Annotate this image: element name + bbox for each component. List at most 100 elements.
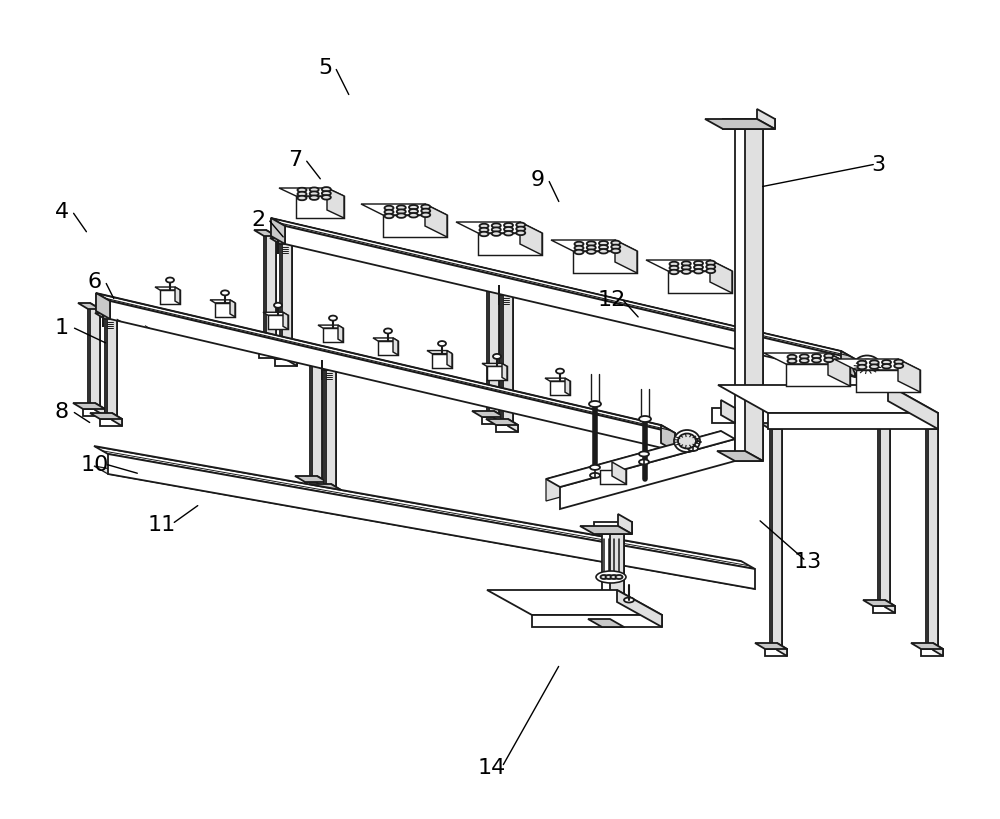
Polygon shape [155,287,180,291]
Ellipse shape [438,342,446,346]
Polygon shape [305,482,327,490]
Polygon shape [447,351,452,368]
Ellipse shape [688,446,698,451]
Text: 4: 4 [55,201,69,222]
Polygon shape [393,338,398,355]
Polygon shape [175,287,180,305]
Polygon shape [933,643,943,656]
Ellipse shape [682,266,691,270]
Ellipse shape [504,232,513,236]
Ellipse shape [788,355,796,360]
Polygon shape [661,426,675,451]
Ellipse shape [706,261,715,266]
Polygon shape [108,455,755,590]
Ellipse shape [589,401,601,408]
Polygon shape [888,386,938,429]
Polygon shape [210,301,235,304]
Ellipse shape [587,242,596,247]
Polygon shape [94,467,755,590]
Polygon shape [427,351,452,354]
Ellipse shape [800,359,809,364]
Ellipse shape [624,598,634,603]
Polygon shape [338,326,343,342]
Ellipse shape [599,250,608,254]
Polygon shape [265,354,297,360]
Polygon shape [95,404,105,417]
Polygon shape [856,370,920,392]
Text: 8: 8 [55,401,69,422]
Polygon shape [494,411,504,424]
Ellipse shape [688,438,698,443]
Ellipse shape [493,355,501,360]
Polygon shape [863,600,895,606]
Polygon shape [777,643,787,656]
Polygon shape [491,290,513,296]
Polygon shape [283,313,288,330]
Ellipse shape [800,355,809,360]
Polygon shape [834,360,920,370]
Polygon shape [612,463,626,484]
Ellipse shape [492,232,501,237]
Ellipse shape [596,572,626,583]
Polygon shape [764,354,850,364]
Ellipse shape [322,196,331,201]
Polygon shape [705,120,775,130]
Ellipse shape [611,242,620,246]
Ellipse shape [882,364,891,369]
Polygon shape [615,241,637,274]
Text: 9: 9 [531,170,545,190]
Polygon shape [610,527,624,627]
Ellipse shape [397,210,406,215]
Polygon shape [841,351,855,378]
Polygon shape [317,477,327,490]
Polygon shape [588,619,624,627]
Polygon shape [487,287,499,418]
Polygon shape [502,364,507,381]
Polygon shape [432,354,452,368]
Polygon shape [268,316,288,330]
Ellipse shape [504,228,513,233]
Polygon shape [107,314,117,419]
Polygon shape [287,354,297,367]
Ellipse shape [858,360,876,375]
Ellipse shape [166,278,174,283]
Ellipse shape [611,249,620,254]
Polygon shape [668,272,732,294]
Polygon shape [282,238,292,360]
Ellipse shape [670,262,678,267]
Ellipse shape [706,265,715,269]
Polygon shape [580,527,632,534]
Polygon shape [331,484,341,497]
Polygon shape [503,290,513,426]
Polygon shape [482,418,504,424]
Polygon shape [477,282,499,287]
Ellipse shape [587,246,596,251]
Ellipse shape [599,246,608,250]
Ellipse shape [788,360,796,364]
Polygon shape [768,414,938,429]
Polygon shape [425,205,447,238]
Ellipse shape [298,188,307,193]
Ellipse shape [384,329,392,334]
Polygon shape [264,237,276,351]
Polygon shape [95,314,117,319]
Polygon shape [755,643,787,649]
Polygon shape [880,396,890,606]
Polygon shape [765,649,787,656]
Polygon shape [280,245,292,360]
Ellipse shape [384,215,394,219]
Polygon shape [456,223,542,233]
Polygon shape [270,238,292,245]
Polygon shape [520,223,542,256]
Ellipse shape [824,354,833,359]
Polygon shape [757,110,775,130]
Polygon shape [618,514,632,534]
Ellipse shape [329,316,337,321]
Polygon shape [487,367,507,381]
Polygon shape [560,440,735,509]
Polygon shape [275,360,297,367]
Ellipse shape [600,575,608,579]
Ellipse shape [397,214,406,219]
Polygon shape [73,404,105,410]
Ellipse shape [492,229,501,233]
